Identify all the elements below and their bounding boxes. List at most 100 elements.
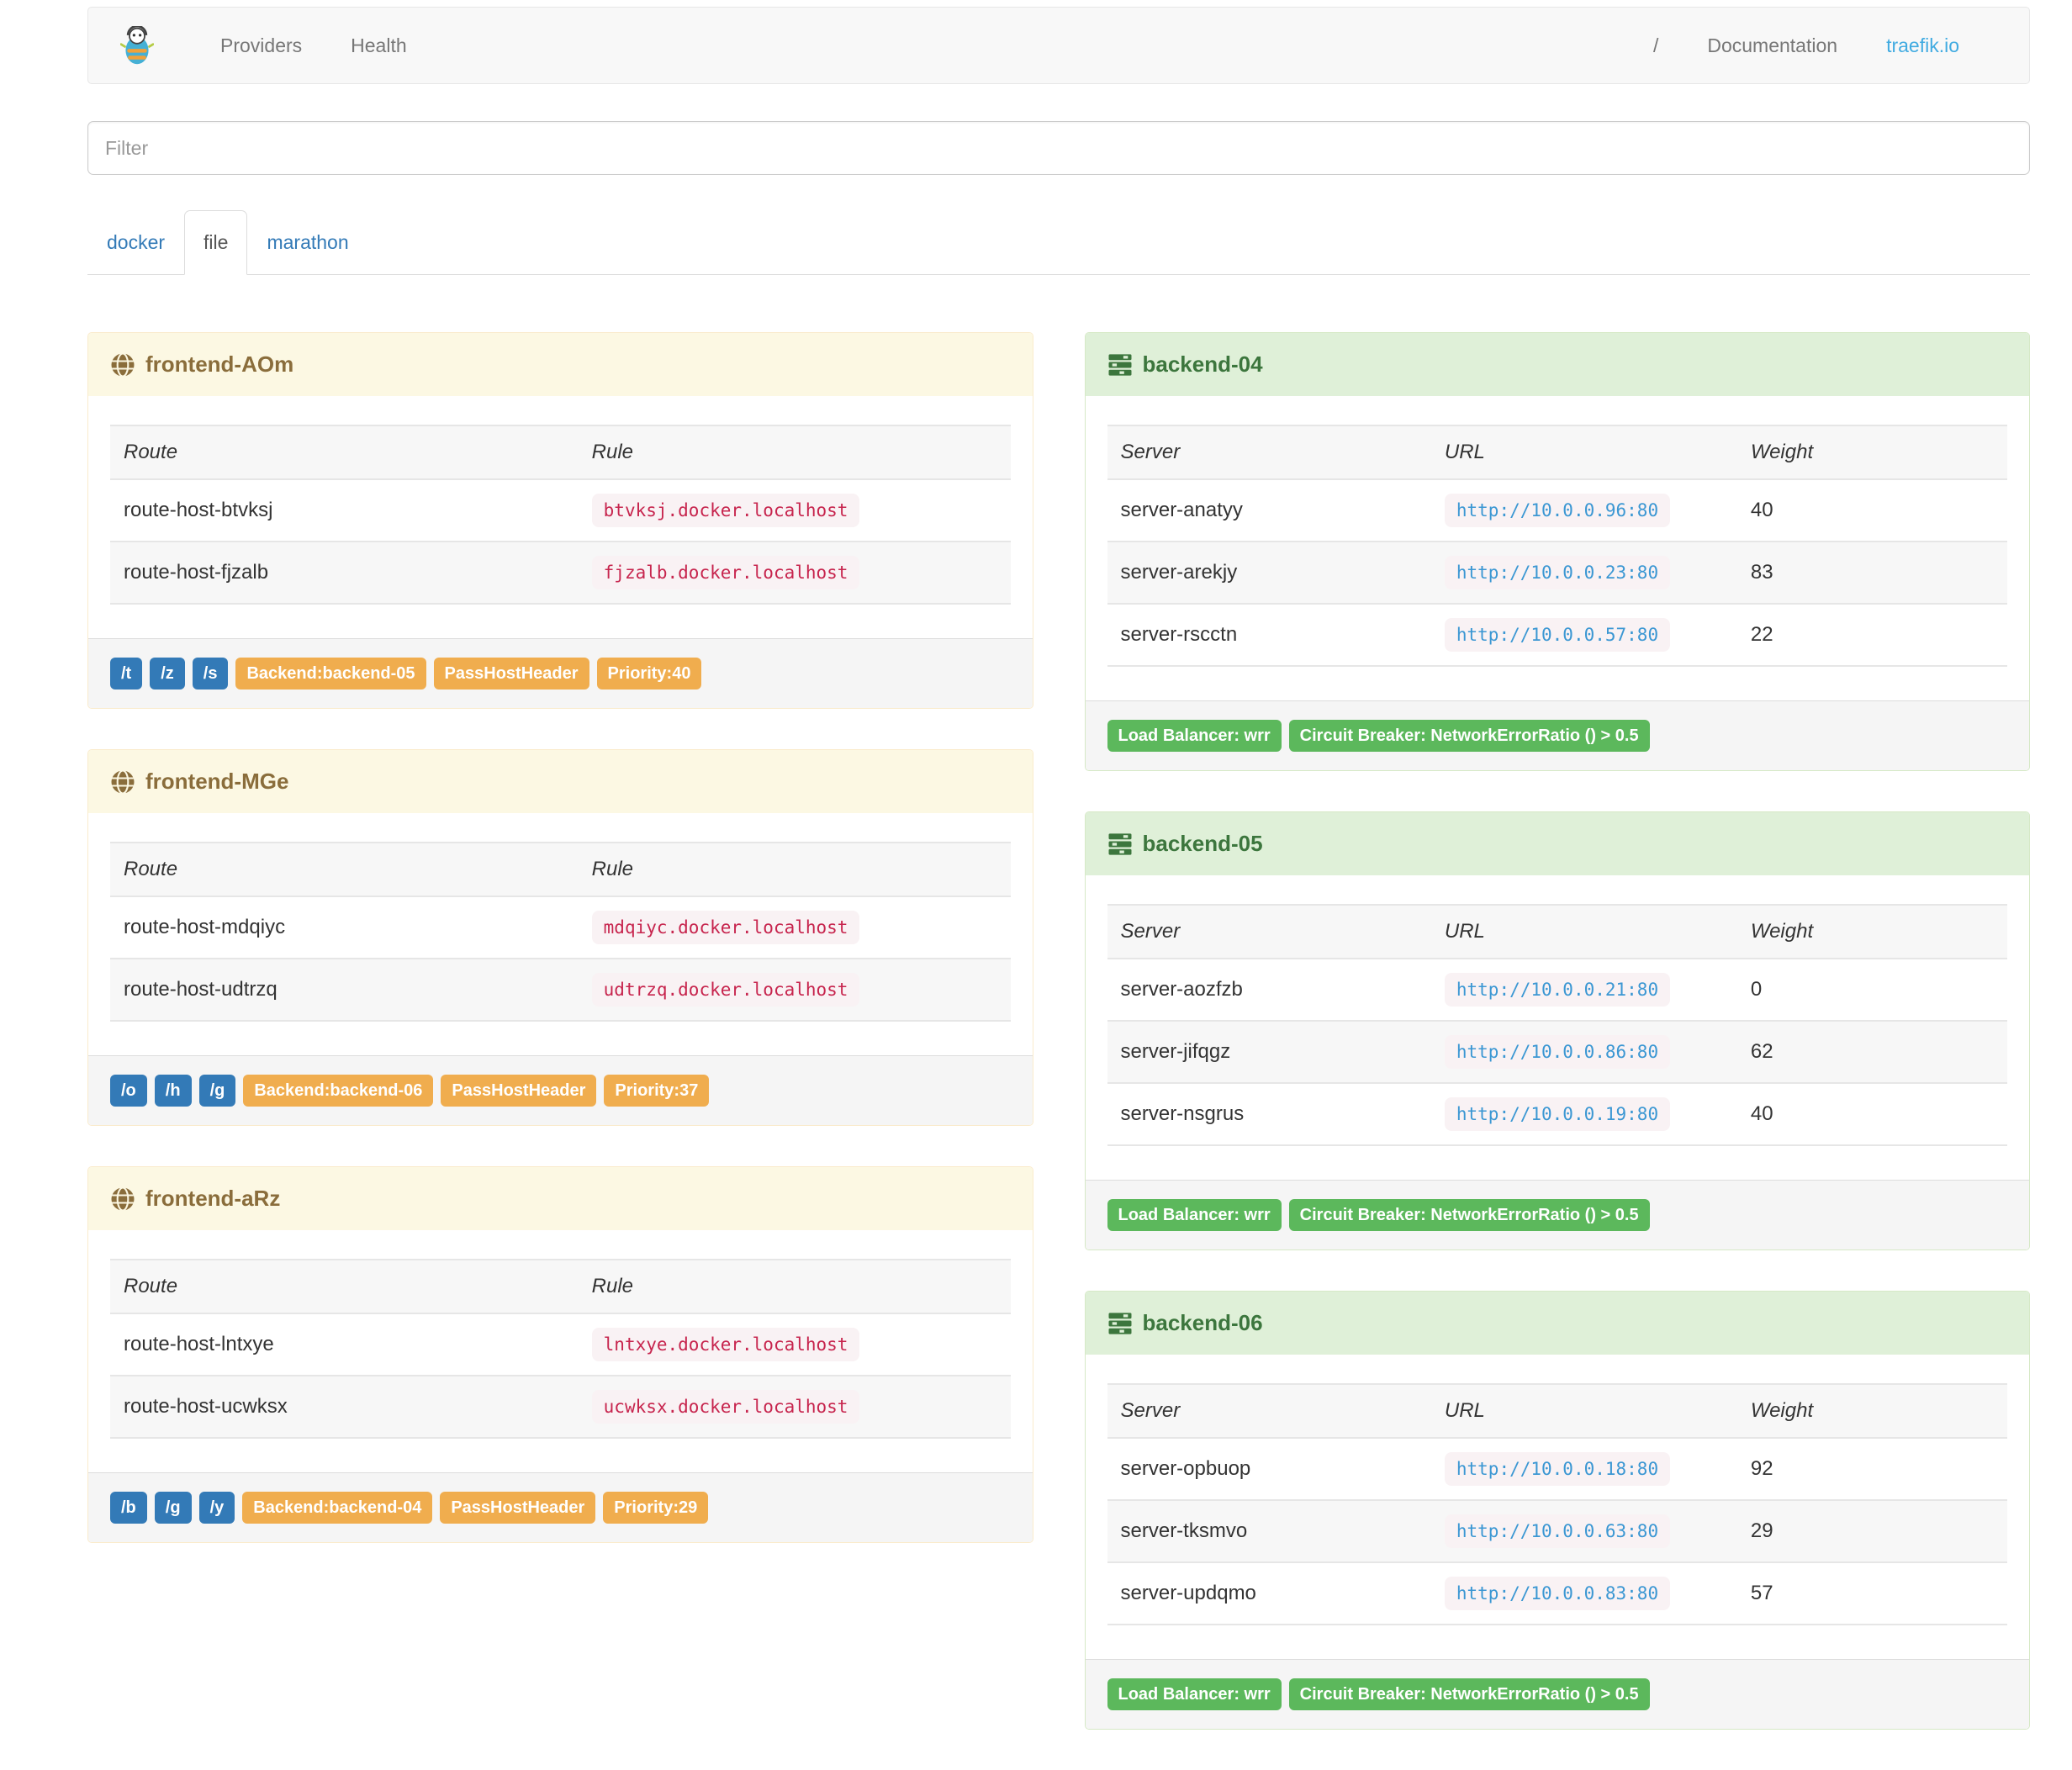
- nav-item-documentation[interactable]: Documentation: [1707, 34, 1838, 56]
- server-stack-icon: [1107, 832, 1133, 857]
- weight-cell: 83: [1750, 561, 1773, 584]
- table-row: route-host-udtrzq udtrzq.docker.localhost: [110, 959, 1011, 1021]
- server-stack-icon: [1107, 1311, 1133, 1336]
- table-header-row: Route Rule: [110, 843, 1011, 896]
- tab-link-docker[interactable]: docker: [107, 231, 166, 253]
- url-cell: http://10.0.0.23:80: [1431, 542, 1737, 604]
- table-row: server-anatyy http://10.0.0.96:80 40: [1107, 479, 2007, 542]
- column-header-weight: Weight: [1750, 920, 1814, 943]
- rule-code: ucwksx.docker.localhost: [591, 1390, 860, 1424]
- rule-cell: btvksj.docker.localhost: [579, 479, 1011, 542]
- panel-footer: Load Balancer: wrr Circuit Breaker: Netwo…: [1085, 1180, 2029, 1250]
- column-header-url: URL: [1444, 441, 1485, 463]
- table-header-row: Route Rule: [110, 425, 1011, 479]
- url-code: http://10.0.0.63:80: [1444, 1514, 1671, 1548]
- backend-panel: backend-06 Server URL Weight server-opbuop ht…: [1084, 1291, 2030, 1730]
- frontend-panel: frontend-MGe Route Rule route-host-mdqiyc md…: [87, 749, 1033, 1126]
- table-row: route-host-btvksj btvksj.docker.localhost: [110, 479, 1011, 542]
- route-cell: route-host-btvksj: [124, 499, 273, 521]
- url-code: http://10.0.0.21:80: [1444, 973, 1671, 1007]
- table-row: server-nsgrus http://10.0.0.19:80 40: [1107, 1083, 2007, 1145]
- provider-tabs: docker file marathon: [87, 210, 2030, 275]
- tag-badge: Priority:37: [604, 1075, 710, 1107]
- panel-table: Server URL Weight server-anatyy http://10.0.…: [1107, 425, 2007, 667]
- table-row: server-aozfzb http://10.0.0.21:80 0: [1107, 959, 2007, 1021]
- server-url-link[interactable]: http://10.0.0.18:80: [1444, 1452, 1671, 1486]
- server-cell: server-updqmo: [1120, 1582, 1256, 1604]
- table-row: server-updqmo http://10.0.0.83:80 57: [1107, 1562, 2007, 1625]
- panel-heading: backend-06: [1085, 1292, 2029, 1355]
- route-cell: route-host-mdqiyc: [124, 916, 286, 938]
- rule-cell: mdqiyc.docker.localhost: [579, 896, 1011, 959]
- route-cell: route-host-udtrzq: [124, 978, 278, 1001]
- nav-item-traefik-io[interactable]: traefik.io: [1886, 34, 1959, 56]
- server-url-link[interactable]: http://10.0.0.86:80: [1444, 1035, 1671, 1069]
- panel-title: backend-05: [1142, 831, 1263, 856]
- nav-item-providers[interactable]: Providers: [220, 34, 303, 56]
- table-row: route-host-ucwksx ucwksx.docker.localhost: [110, 1376, 1011, 1438]
- filter-input[interactable]: [87, 121, 2030, 175]
- backend-tag-badge: Load Balancer: wrr: [1107, 1199, 1282, 1231]
- server-url-link[interactable]: http://10.0.0.96:80: [1444, 494, 1671, 527]
- tag-badge: PassHostHeader: [441, 1075, 597, 1107]
- tag-badge: Backend:backend-05: [235, 658, 426, 690]
- server-url-link[interactable]: http://10.0.0.23:80: [1444, 556, 1671, 589]
- server-url-link[interactable]: http://10.0.0.63:80: [1444, 1514, 1671, 1548]
- column-header-weight: Weight: [1750, 441, 1814, 463]
- tag-badge: PassHostHeader: [433, 658, 589, 690]
- table-header-row: Server URL Weight: [1107, 425, 2007, 479]
- panel-body: Server URL Weight server-aozfzb http://10.0.…: [1086, 875, 2030, 1180]
- server-cell: server-anatyy: [1120, 499, 1243, 521]
- navbar: Providers Health / Documentation traefik.io: [87, 7, 2030, 84]
- server-url-link[interactable]: http://10.0.0.57:80: [1444, 618, 1671, 652]
- backend-tag-badge: Circuit Breaker: NetworkErrorRatio () > …: [1288, 720, 1650, 752]
- url-code: http://10.0.0.86:80: [1444, 1035, 1671, 1069]
- main-content: frontend-AOm Route Rule route-host-btvksj bt…: [87, 332, 2030, 1770]
- backend-tag-badge: Circuit Breaker: NetworkErrorRatio () > …: [1288, 1199, 1650, 1231]
- nav-item-health[interactable]: Health: [351, 34, 407, 56]
- navbar-right: / Documentation traefik.io: [1629, 34, 1984, 57]
- panel-body: Route Rule route-host-mdqiyc mdqiyc.docker.…: [88, 813, 1033, 1055]
- url-cell: http://10.0.0.96:80: [1431, 479, 1737, 542]
- server-url-link[interactable]: http://10.0.0.21:80: [1444, 973, 1671, 1007]
- panel-heading: frontend-AOm: [88, 333, 1033, 396]
- weight-cell: 62: [1750, 1040, 1773, 1063]
- tag-badge: Priority:40: [596, 658, 702, 690]
- panel-footer: Load Balancer: wrr Circuit Breaker: Netwo…: [1085, 1659, 2029, 1729]
- server-cell: server-opbuop: [1120, 1457, 1251, 1480]
- frontend-panel: frontend-AOm Route Rule route-host-btvksj bt…: [87, 332, 1033, 709]
- traefik-logo-icon[interactable]: [120, 25, 154, 66]
- panel-heading: backend-04: [1085, 333, 2029, 396]
- server-cell: server-jifqgz: [1120, 1040, 1231, 1063]
- panel-heading: frontend-aRz: [88, 1167, 1033, 1230]
- rule-code: udtrzq.docker.localhost: [591, 973, 860, 1007]
- server-cell: server-nsgrus: [1120, 1102, 1245, 1125]
- column-header-weight: Weight: [1750, 1399, 1814, 1422]
- backend-tag-badge: Load Balancer: wrr: [1107, 1678, 1282, 1710]
- entrypoint-badge: /g: [154, 1492, 192, 1524]
- column-header-server: Server: [1120, 1399, 1181, 1422]
- column-header-server: Server: [1120, 441, 1181, 463]
- panel-title: backend-06: [1142, 1310, 1263, 1335]
- url-cell: http://10.0.0.57:80: [1431, 604, 1737, 666]
- server-url-link[interactable]: http://10.0.0.19:80: [1444, 1097, 1671, 1131]
- panel-body: Route Rule route-host-lntxye lntxye.docker.…: [88, 1230, 1033, 1472]
- tab-link-marathon[interactable]: marathon: [267, 231, 349, 253]
- table-row: server-tksmvo http://10.0.0.63:80 29: [1107, 1500, 2007, 1562]
- url-cell: http://10.0.0.86:80: [1431, 1021, 1737, 1083]
- tag-badge: Priority:29: [603, 1492, 709, 1524]
- globe-icon: [110, 1186, 135, 1212]
- column-header-route: Route: [124, 858, 178, 880]
- tab-docker: docker: [87, 210, 184, 275]
- column-header-url: URL: [1444, 1399, 1485, 1422]
- column-header-rule: Rule: [591, 441, 634, 463]
- url-code: http://10.0.0.57:80: [1444, 618, 1671, 652]
- backend-tag-badge: Circuit Breaker: NetworkErrorRatio () > …: [1288, 1678, 1650, 1710]
- entrypoint-badge: /b: [110, 1492, 147, 1524]
- panel-body: Route Rule route-host-btvksj btvksj.docker.…: [88, 396, 1033, 638]
- entrypoint-badge: /s: [192, 658, 229, 690]
- globe-icon: [110, 351, 135, 378]
- tab-link-file[interactable]: file: [184, 210, 248, 275]
- url-cell: http://10.0.0.83:80: [1431, 1562, 1737, 1625]
- server-url-link[interactable]: http://10.0.0.83:80: [1444, 1577, 1671, 1610]
